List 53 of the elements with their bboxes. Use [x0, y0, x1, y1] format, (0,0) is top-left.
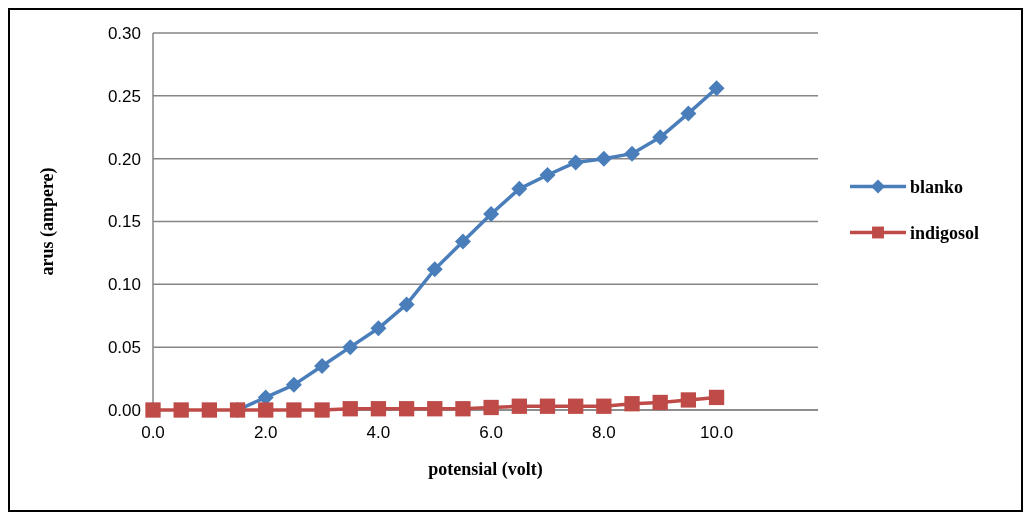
point	[398, 296, 415, 313]
point	[258, 402, 274, 418]
point	[201, 402, 218, 418]
point	[567, 154, 584, 171]
point	[539, 398, 556, 414]
y-tick-label: 0.10	[107, 275, 141, 295]
point	[173, 402, 189, 418]
point	[680, 392, 697, 408]
y-tick-label: 0.20	[107, 149, 141, 169]
legend-label: blanko	[910, 176, 964, 197]
point	[624, 145, 641, 162]
y-axis-title: arus (ampere)	[37, 167, 58, 276]
y-tick-label: 0.30	[107, 23, 141, 43]
point	[285, 376, 302, 393]
x-axis-title: potensial (volt)	[428, 459, 543, 480]
point	[454, 233, 471, 250]
point	[680, 105, 697, 122]
x-tick-label: 10.0	[700, 423, 734, 442]
x-tick-label: 0.0	[141, 423, 165, 442]
point	[708, 389, 725, 406]
point	[426, 261, 443, 278]
legend-label: indigosol	[910, 222, 980, 243]
point	[342, 401, 358, 417]
point	[652, 394, 668, 411]
point	[427, 401, 443, 417]
point	[483, 399, 499, 416]
point	[511, 398, 527, 414]
point	[539, 167, 556, 183]
point	[652, 129, 669, 146]
point	[596, 398, 612, 414]
point	[568, 398, 584, 414]
point	[595, 150, 612, 167]
point	[370, 320, 387, 337]
y-tick-label: 0.15	[107, 212, 141, 232]
point	[398, 401, 415, 417]
x-tick-label: 6.0	[479, 423, 503, 442]
x-tick-label: 8.0	[592, 423, 616, 442]
y-tick-label: 0.25	[107, 86, 141, 106]
point	[624, 396, 640, 412]
point	[286, 402, 302, 418]
point	[455, 401, 471, 417]
point	[483, 205, 500, 222]
point	[370, 401, 387, 417]
point	[145, 402, 161, 418]
y-tick-label: 0.00	[107, 400, 141, 420]
x-tick-label: 2.0	[253, 423, 278, 442]
point	[342, 339, 359, 356]
point	[314, 358, 331, 375]
point	[708, 80, 725, 97]
point	[314, 402, 330, 418]
point	[511, 180, 528, 197]
y-tick-label: 0.05	[107, 338, 141, 358]
x-tick-label: 4.0	[366, 423, 391, 442]
